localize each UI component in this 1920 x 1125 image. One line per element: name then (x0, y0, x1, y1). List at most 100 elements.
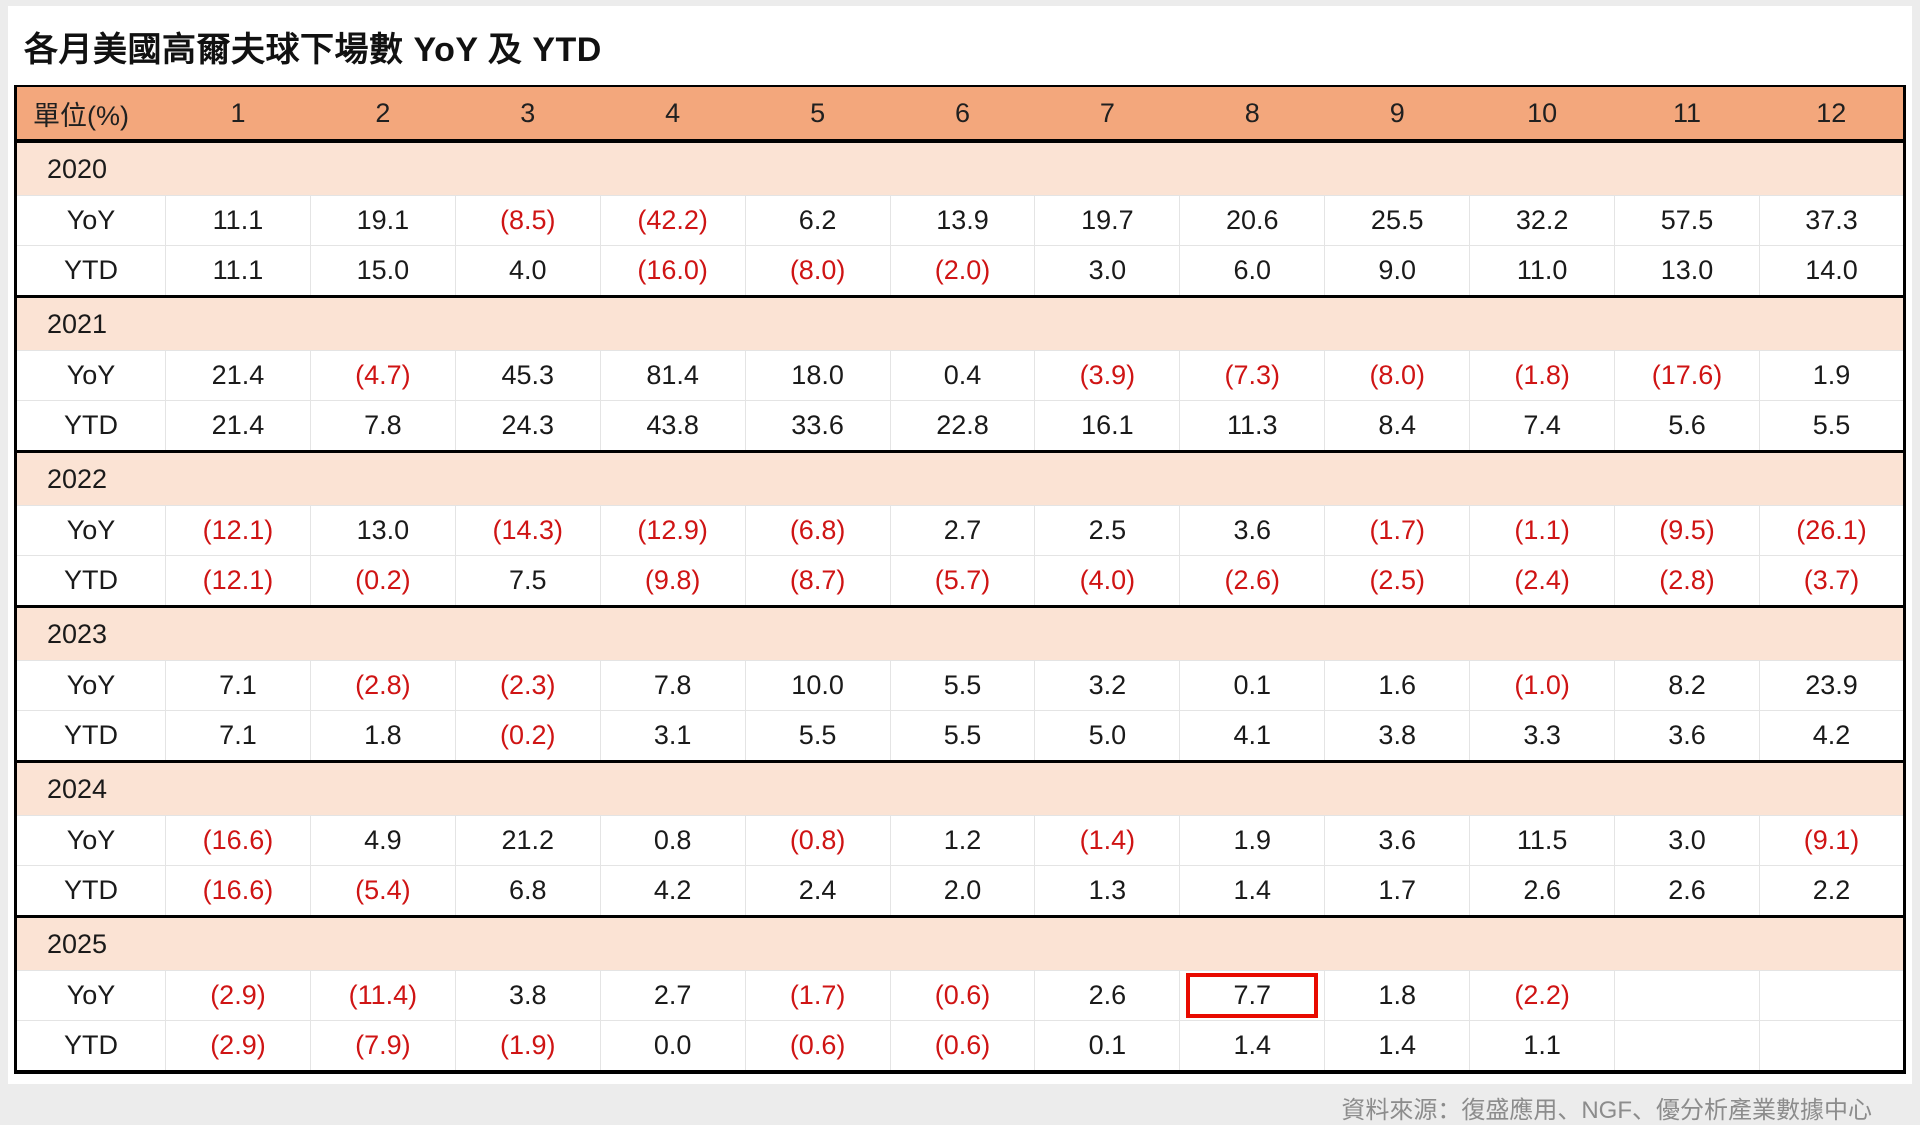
value-cell-2025-ytd-9: 1.4 (1324, 1020, 1470, 1072)
value-cell-2021-ytd-2: 7.8 (309, 400, 456, 452)
value-cell-2022-yoy-4: (12.9) (599, 505, 746, 556)
yoy-label: YoY (15, 350, 166, 401)
value-cell-2021-yoy-12: 1.9 (1758, 350, 1905, 401)
yoy-row-2020: YoY 11.1 19.1 (8.5) (42.2) 6.2 13.9 19.7 20.6 25.… (15, 195, 1905, 246)
value-cell-2025-yoy-4: 2.7 (599, 970, 746, 1021)
value-cell-2024-yoy-11: 3.0 (1614, 815, 1760, 866)
value-cell-2025-ytd-11 (1614, 1020, 1760, 1072)
month-header-12: 12 (1759, 86, 1905, 143)
value-cell-2020-yoy-2: 19.1 (309, 195, 456, 246)
ytd-label: YTD (15, 710, 166, 762)
year-row-2025: 2025 (15, 915, 1905, 971)
month-header-3: 3 (455, 86, 601, 143)
value-cell-2025-yoy-6: (0.6) (889, 970, 1035, 1021)
value-cell-2024-ytd-2: (5.4) (309, 865, 456, 917)
ytd-row-2022: YTD (12.1) (0.2) 7.5 (9.8) (8.7) (5.7) (4.0) (2.… (15, 555, 1905, 607)
month-header-11: 11 (1614, 86, 1760, 143)
value-cell-2020-yoy-1: 11.1 (165, 195, 311, 246)
year-label: 2023 (15, 605, 1905, 661)
value-cell-2025-ytd-4: 0.0 (599, 1020, 746, 1072)
value-cell-2024-ytd-8: 1.4 (1179, 865, 1325, 917)
value-cell-2022-yoy-2: 13.0 (309, 505, 456, 556)
value-cell-2022-yoy-3: (14.3) (454, 505, 601, 556)
value-cell-2025-ytd-12 (1758, 1020, 1905, 1072)
value-cell-2022-ytd-1: (12.1) (165, 555, 311, 607)
value-cell-2020-yoy-7: 19.7 (1034, 195, 1180, 246)
value-cell-2021-yoy-8: (7.3) (1179, 350, 1325, 401)
ytd-label: YTD (15, 1020, 166, 1072)
value-cell-2024-yoy-6: 1.2 (889, 815, 1035, 866)
year-row-2020: 2020 (15, 139, 1905, 196)
value-cell-2024-yoy-1: (16.6) (165, 815, 311, 866)
value-cell-2024-ytd-4: 4.2 (599, 865, 746, 917)
yoy-row-2022: YoY (12.1) 13.0 (14.3) (12.9) (6.8) 2.7 2.5 3.6(… (15, 505, 1905, 556)
value-cell-2023-ytd-6: 5.5 (889, 710, 1035, 762)
value-cell-2025-yoy-3: 3.8 (454, 970, 601, 1021)
value-cell-2024-yoy-7: (1.4) (1034, 815, 1180, 866)
value-cell-2021-ytd-8: 11.3 (1179, 400, 1325, 452)
value-cell-2021-ytd-1: 21.4 (165, 400, 311, 452)
year-row-2022: 2022 (15, 450, 1905, 506)
month-header-5: 5 (745, 86, 891, 143)
value-cell-2023-ytd-4: 3.1 (599, 710, 746, 762)
ytd-row-2024: YTD (16.6) (5.4) 6.8 4.2 2.4 2.0 1.3 1.4 1.7 2.6 2.… (15, 865, 1905, 917)
value-cell-2025-yoy-1: (2.9) (165, 970, 311, 1021)
value-cell-2021-ytd-4: 43.8 (599, 400, 746, 452)
value-cell-2021-yoy-9: (8.0) (1324, 350, 1470, 401)
value-cell-2022-yoy-6: 2.7 (889, 505, 1035, 556)
value-cell-2022-ytd-8: (2.6) (1179, 555, 1325, 607)
value-cell-2021-ytd-10: 7.4 (1469, 400, 1615, 452)
value-cell-2020-yoy-6: 13.9 (889, 195, 1035, 246)
ytd-row-2021: YTD 21.4 7.8 24.3 43.8 33.6 22.8 16.1 11.3 8.4 7.4… (15, 400, 1905, 452)
value-cell-2021-ytd-11: 5.6 (1614, 400, 1760, 452)
value-cell-2023-yoy-1: 7.1 (165, 660, 311, 711)
value-cell-2021-yoy-2: (4.7) (309, 350, 456, 401)
month-header-4: 4 (600, 86, 746, 143)
value-cell-2025-ytd-2: (7.9) (309, 1020, 456, 1072)
value-cell-2023-ytd-12: 4.2 (1758, 710, 1905, 762)
value-cell-2023-yoy-3: (2.3) (454, 660, 601, 711)
yoy-row-2025: YoY (2.9) (11.4) 3.8 2.7 (1.7) (0.6) 2.6 7.7 1.8(… (15, 970, 1905, 1021)
yoy-label: YoY (15, 815, 166, 866)
value-cell-2021-yoy-1: 21.4 (165, 350, 311, 401)
value-cell-2022-yoy-12: (26.1) (1758, 505, 1905, 556)
value-cell-2025-ytd-1: (2.9) (165, 1020, 311, 1072)
value-cell-2022-ytd-9: (2.5) (1324, 555, 1470, 607)
value-cell-2020-yoy-9: 25.5 (1324, 195, 1470, 246)
value-cell-2025-yoy-8: 7.7 (1179, 970, 1325, 1021)
value-cell-2020-ytd-12: 14.0 (1758, 245, 1905, 297)
value-cell-2021-yoy-3: 45.3 (454, 350, 601, 401)
source-note: 資料來源：復盛應用、NGF、優分析產業數據中心 (1341, 1097, 1872, 1124)
value-cell-2023-ytd-2: 1.8 (309, 710, 456, 762)
value-cell-2020-yoy-10: 32.2 (1469, 195, 1615, 246)
value-cell-2024-ytd-7: 1.3 (1034, 865, 1180, 917)
value-cell-2020-ytd-8: 6.0 (1179, 245, 1325, 297)
value-cell-2025-ytd-3: (1.9) (454, 1020, 601, 1072)
value-cell-2022-ytd-10: (2.4) (1469, 555, 1615, 607)
value-cell-2025-ytd-8: 1.4 (1179, 1020, 1325, 1072)
value-cell-2022-yoy-1: (12.1) (165, 505, 311, 556)
month-header-1: 1 (165, 86, 311, 143)
value-cell-2024-ytd-6: 2.0 (889, 865, 1035, 917)
yoy-row-2021: YoY 21.4 (4.7) 45.3 81.4 18.0 0.4 (3.9) (7.3) (8.… (15, 350, 1905, 401)
value-cell-2023-ytd-5: 5.5 (744, 710, 891, 762)
value-cell-2022-yoy-5: (6.8) (744, 505, 891, 556)
value-cell-2023-yoy-9: 1.6 (1324, 660, 1470, 711)
value-cell-2020-ytd-1: 11.1 (165, 245, 311, 297)
value-cell-2020-ytd-2: 15.0 (309, 245, 456, 297)
value-cell-2025-yoy-9: 1.8 (1324, 970, 1470, 1021)
value-cell-2025-yoy-12 (1758, 970, 1905, 1021)
value-cell-2024-ytd-1: (16.6) (165, 865, 311, 917)
year-row-2021: 2021 (15, 295, 1905, 351)
value-cell-2020-ytd-4: (16.0) (599, 245, 746, 297)
ytd-label: YTD (15, 555, 166, 607)
value-cell-2024-ytd-10: 2.6 (1469, 865, 1615, 917)
yoy-label: YoY (15, 195, 166, 246)
table-header-row: 單位(%) 1 2 3 4 5 6 7 8 9 10 11 12 (15, 86, 1905, 143)
ytd-row-2025: YTD (2.9) (7.9) (1.9) 0.0 (0.6) (0.6) 0.1 1.4 1.4… (15, 1020, 1905, 1072)
value-cell-2022-ytd-12: (3.7) (1758, 555, 1905, 607)
value-cell-2022-ytd-3: 7.5 (454, 555, 601, 607)
month-header-10: 10 (1469, 86, 1615, 143)
value-cell-2024-yoy-5: (0.8) (744, 815, 891, 866)
value-cell-2020-yoy-4: (42.2) (599, 195, 746, 246)
